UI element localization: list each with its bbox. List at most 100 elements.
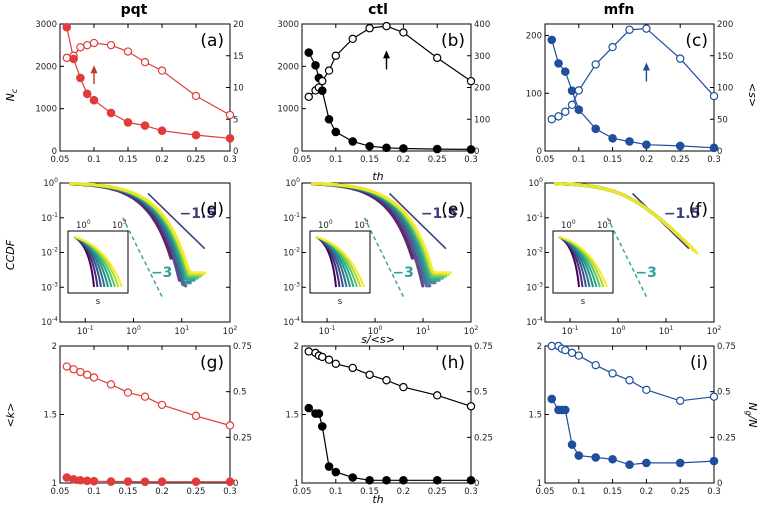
- x-tick-label: 102: [707, 325, 722, 337]
- y-tick-label: 10-4: [41, 316, 58, 328]
- data-point-open: [331, 359, 340, 369]
- data-point-open: [89, 373, 99, 382]
- x-tick-label: 0.05: [536, 155, 555, 165]
- y-tick-label: 100: [285, 177, 300, 189]
- y-tick-label: 100: [43, 177, 58, 189]
- ccdf-curve: [554, 182, 699, 255]
- data-point-filled: [140, 121, 150, 130]
- data-point-filled: [123, 118, 133, 127]
- x-tick-label: 101: [659, 325, 674, 337]
- data-point-filled: [709, 143, 719, 153]
- inset-curve: [73, 236, 123, 288]
- data-point-open: [554, 112, 563, 121]
- panel-label: (b): [441, 31, 465, 51]
- data-point-open: [567, 100, 577, 110]
- x-tick-label: 0.05: [51, 155, 70, 165]
- data-point-open: [318, 352, 327, 362]
- y-tick-label-right: 0.5: [717, 388, 731, 398]
- inset-xlabel: s: [581, 297, 586, 307]
- panel-label: (h): [441, 353, 465, 373]
- y-tick-label-right: 0: [233, 479, 238, 489]
- x-tick-label: 0.25: [671, 155, 690, 165]
- data-point-filled: [89, 476, 99, 486]
- x-tick-label: 100: [126, 325, 141, 337]
- data-point-open: [547, 341, 556, 351]
- data-point-filled: [675, 458, 685, 468]
- panel-label: (g): [200, 353, 224, 373]
- data-point-open: [76, 43, 85, 52]
- x-tick-label: 0.15: [360, 155, 379, 165]
- panel-label: (e): [441, 200, 465, 220]
- y-tick-label-left: 1: [52, 479, 57, 489]
- data-point-open: [625, 25, 634, 34]
- data-point-open: [157, 66, 167, 75]
- x-tick-label: 0.2: [640, 155, 654, 165]
- y-tick-label: 10-3: [283, 281, 300, 293]
- data-point-filled: [62, 22, 72, 32]
- y-tick-label-right: 100: [474, 115, 490, 125]
- slope-label-side: −3: [635, 265, 656, 281]
- y-tick-label-right: 0.5: [233, 388, 247, 398]
- series-line-filled: [551, 39, 715, 149]
- slope-line-side: [606, 217, 648, 299]
- y-tick-label-right: 100: [717, 84, 733, 94]
- x-tick-label: 0.1: [329, 487, 343, 497]
- x-tick-label: 0.15: [603, 155, 622, 165]
- x-tick-label: 0.05: [536, 487, 555, 497]
- x-tick-label: 0.05: [293, 155, 312, 165]
- data-point-filled: [348, 137, 358, 146]
- data-point-open: [433, 391, 442, 400]
- data-point-filled: [304, 403, 314, 413]
- data-point-open: [709, 392, 719, 401]
- y-tick-label: 10-2: [526, 247, 543, 259]
- data-point-open: [547, 115, 556, 124]
- x-tick-label: 0.2: [397, 487, 411, 497]
- data-point-open: [466, 76, 476, 86]
- data-point-filled: [399, 144, 408, 153]
- y-tick-label-right: 0: [717, 147, 722, 157]
- y-tick-label-right: 0: [233, 147, 238, 157]
- data-point-open: [225, 110, 235, 120]
- ylabel-ng-fraction: Ng/N: [744, 402, 759, 427]
- data-point-open: [324, 355, 334, 364]
- y-tick-label-left: 0: [52, 147, 57, 157]
- x-tick-label: 0.25: [187, 487, 206, 497]
- x-tick-label: 0.3: [464, 487, 478, 497]
- x-tick-label: 0.1: [87, 487, 101, 497]
- y-tick-label-right: 5: [233, 115, 238, 125]
- y-tick-label-right: 0.25: [717, 433, 736, 443]
- data-point-filled: [574, 105, 584, 115]
- data-point-filled: [560, 67, 570, 76]
- data-point-open: [608, 369, 617, 378]
- y-tick-label: 10-4: [283, 316, 300, 328]
- data-point-filled: [324, 114, 334, 124]
- y-tick-label-left: 2000: [35, 62, 57, 72]
- x-tick-label: 0.25: [187, 155, 206, 165]
- panel-b: 0.05 0.1 0.15 0.2 0.25 0.30100020003000010020…: [277, 20, 490, 165]
- data-point-open: [365, 370, 374, 379]
- data-point-filled: [317, 86, 327, 95]
- data-point-open: [123, 388, 133, 397]
- x-tick-label: 0.3: [223, 155, 237, 165]
- data-point-filled: [311, 60, 320, 70]
- data-point-filled: [365, 141, 374, 151]
- slope-line-main: [388, 192, 447, 250]
- x-tick-label: 0.3: [464, 155, 478, 165]
- data-point-open: [709, 91, 719, 101]
- x-tick-label: 101: [174, 325, 189, 337]
- y-tick-label: 10-1: [41, 212, 58, 224]
- data-point-filled: [324, 462, 334, 471]
- data-point-open: [676, 54, 685, 63]
- data-point-open: [225, 421, 235, 430]
- x-tick-label: 0.25: [428, 155, 447, 165]
- x-tick-label: 102: [223, 325, 238, 337]
- data-point-filled: [382, 475, 391, 485]
- y-tick-label-right: 200: [474, 84, 490, 94]
- data-point-open: [106, 40, 116, 50]
- y-tick-label-right: 0.75: [474, 342, 493, 352]
- y-tick-label-left: 1: [294, 479, 299, 489]
- y-tick-label-right: 10: [233, 84, 244, 94]
- slope-label-main: −1.5: [180, 206, 217, 222]
- data-point-filled: [82, 89, 92, 99]
- data-point-filled: [625, 137, 634, 146]
